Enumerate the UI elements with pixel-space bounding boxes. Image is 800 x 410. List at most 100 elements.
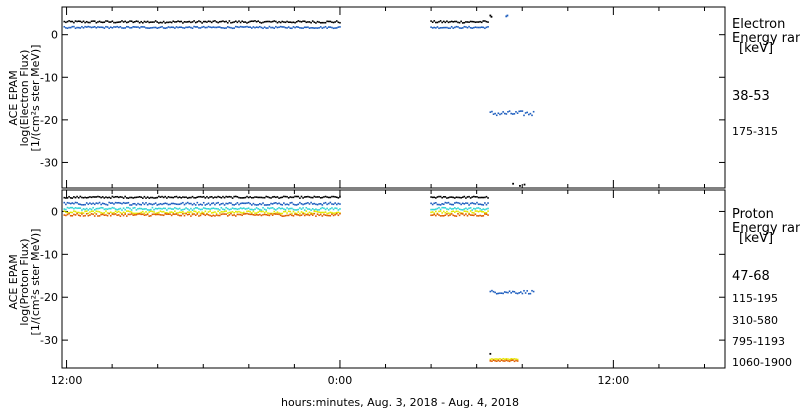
proton-data-point xyxy=(321,204,324,206)
proton-data-point xyxy=(431,208,434,211)
electron-data-point xyxy=(485,26,488,29)
electron-data-point xyxy=(199,27,202,29)
proton-data-point xyxy=(460,203,462,206)
proton-data-point xyxy=(307,212,309,215)
proton-data-point xyxy=(444,207,447,209)
proton-data-point xyxy=(430,208,432,211)
electron-data-point xyxy=(276,26,279,29)
electron-data-point xyxy=(339,26,341,28)
proton-data-point xyxy=(479,196,481,199)
proton-data-point xyxy=(84,203,86,206)
proton-data-point xyxy=(215,212,218,215)
proton-data-point xyxy=(469,202,472,205)
proton-data-point xyxy=(334,212,336,214)
proton-data-point xyxy=(130,213,133,215)
proton-data-point xyxy=(458,208,461,211)
proton-data-point xyxy=(528,292,530,295)
proton-data-point xyxy=(225,210,227,212)
proton-data-point xyxy=(202,207,205,209)
electron-data-point xyxy=(223,27,226,30)
proton-data-point xyxy=(458,211,461,214)
proton-data-point xyxy=(487,202,489,204)
electron-data-point xyxy=(143,26,146,28)
proton-data-point xyxy=(113,211,115,214)
electron-data-point xyxy=(438,27,440,30)
electron-data-point xyxy=(201,22,203,24)
proton-data-point xyxy=(79,195,82,198)
proton-data-point xyxy=(138,213,141,215)
proton-data-point xyxy=(311,203,314,205)
proton-data-point xyxy=(178,211,181,214)
proton-data-point xyxy=(225,213,227,215)
proton-data-point xyxy=(218,212,221,214)
proton-data-point xyxy=(311,212,314,215)
electron-data-point xyxy=(466,21,469,23)
proton-data-point xyxy=(101,196,104,198)
electron-data-point xyxy=(489,14,492,17)
proton-data-point xyxy=(138,207,141,210)
proton-data-point xyxy=(236,208,239,211)
proton-data-point xyxy=(477,207,480,209)
proton-data-point xyxy=(178,214,181,217)
electron-data-point xyxy=(97,21,99,23)
electron-data-point xyxy=(82,20,85,23)
proton-data-point xyxy=(198,208,200,210)
electron-data-point xyxy=(148,21,151,24)
electron-data-point xyxy=(505,113,508,115)
proton-data-point xyxy=(494,291,496,294)
proton-data-point xyxy=(175,195,178,198)
proton-data-point xyxy=(93,196,96,198)
electron-data-point xyxy=(215,26,218,29)
proton-data-point xyxy=(283,202,285,204)
proton-data-point xyxy=(98,201,101,204)
electron-data-point xyxy=(116,25,118,28)
electron-data-point xyxy=(518,110,520,113)
proton-data-point xyxy=(183,214,186,217)
proton-data-point xyxy=(471,209,474,211)
proton-data-point xyxy=(111,202,114,204)
proton-data-point xyxy=(103,202,106,205)
electron-data-point xyxy=(178,26,181,29)
proton-data-point xyxy=(220,213,223,216)
electron-data-point xyxy=(68,26,70,29)
proton-data-point xyxy=(214,215,216,217)
proton-data-point xyxy=(482,208,485,210)
proton-data-point xyxy=(65,214,67,217)
electron-data-point xyxy=(218,26,221,28)
proton-data-point xyxy=(161,214,163,216)
proton-data-point xyxy=(95,202,98,204)
electron-data-point xyxy=(210,21,213,24)
electron-data-point xyxy=(231,21,234,24)
proton-data-point xyxy=(183,208,186,211)
proton-data-point xyxy=(193,202,195,205)
proton-data-point xyxy=(228,214,231,216)
proton-data-point xyxy=(484,202,486,204)
proton-data-point xyxy=(278,202,280,205)
proton-data-point xyxy=(135,204,138,206)
electron-data-point xyxy=(105,25,107,28)
electron-data-point xyxy=(218,20,221,23)
electron-data-point xyxy=(482,26,485,29)
proton-data-point xyxy=(435,208,437,211)
proton-data-point xyxy=(480,210,483,213)
proton-data-point xyxy=(441,203,443,205)
proton-data-point xyxy=(521,292,524,295)
proton-data-point xyxy=(305,202,308,205)
electron-data-point xyxy=(267,20,269,23)
proton-data-point xyxy=(82,215,85,217)
proton-data-point xyxy=(260,209,263,211)
electron-data-point xyxy=(226,21,229,24)
electron-data-point xyxy=(335,20,338,22)
electron-data-point xyxy=(234,20,237,23)
proton-data-point xyxy=(337,214,340,217)
proton-data-point xyxy=(77,203,80,205)
proton-data-point xyxy=(279,203,282,206)
proton-data-point xyxy=(81,209,83,211)
proton-data-point xyxy=(180,211,183,214)
proton-data-point xyxy=(220,206,223,209)
proton-data-point xyxy=(186,213,189,216)
electron-data-point xyxy=(135,20,138,22)
proton-data-point xyxy=(303,209,306,211)
proton-data-point xyxy=(92,213,94,216)
electron-data-point xyxy=(436,26,439,28)
